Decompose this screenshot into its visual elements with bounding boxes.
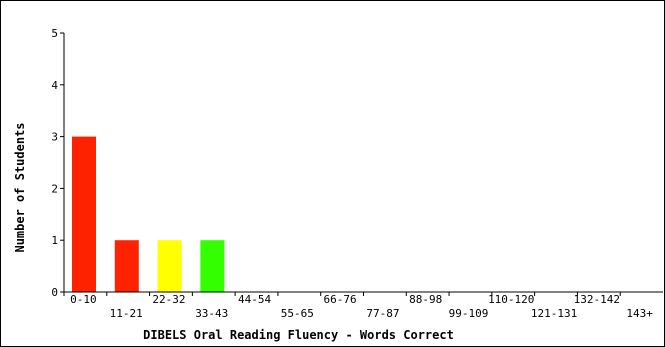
y-tick-label: 0 [51,286,58,299]
bars-layer [72,136,225,292]
x-tick-label: 77-87 [366,307,399,320]
x-tick-label: 99-109 [449,307,489,320]
x-tick-label: 110-120 [488,293,534,306]
bar [200,240,225,292]
bar [157,240,182,292]
x-tick-label: 132-142 [574,293,620,306]
x-axis-title: DIBELS Oral Reading Fluency - Words Corr… [143,328,454,342]
x-ticks: 0-10 11-21 22-32 33-43 44-54 55-65 66-76 77-87 8… [63,292,653,320]
y-tick-label: 4 [51,79,58,92]
x-tick-label: 11-21 [110,307,143,320]
x-tick-label: 44-54 [238,293,271,306]
x-tick-label: 22-32 [152,293,185,306]
x-tick-label: 121-131 [531,307,577,320]
y-axis-title: Number of Students [13,122,27,252]
x-tick-label: 88-98 [409,293,442,306]
x-tick-label: 33-43 [195,307,228,320]
y-tick-label: 2 [51,182,58,195]
x-tick-label: 0-10 [70,293,97,306]
x-tick-label: 143+ [626,307,653,320]
x-tick-label: 66-76 [324,293,357,306]
y-ticks: 0 1 2 3 4 5 [51,27,64,299]
y-tick-label: 1 [51,234,58,247]
axes-layer [63,33,663,293]
bar [72,136,96,292]
x-tick-label: 55-65 [281,307,314,320]
y-tick-label: 3 [51,131,58,144]
bar [114,240,139,292]
y-tick-label: 5 [51,27,58,40]
